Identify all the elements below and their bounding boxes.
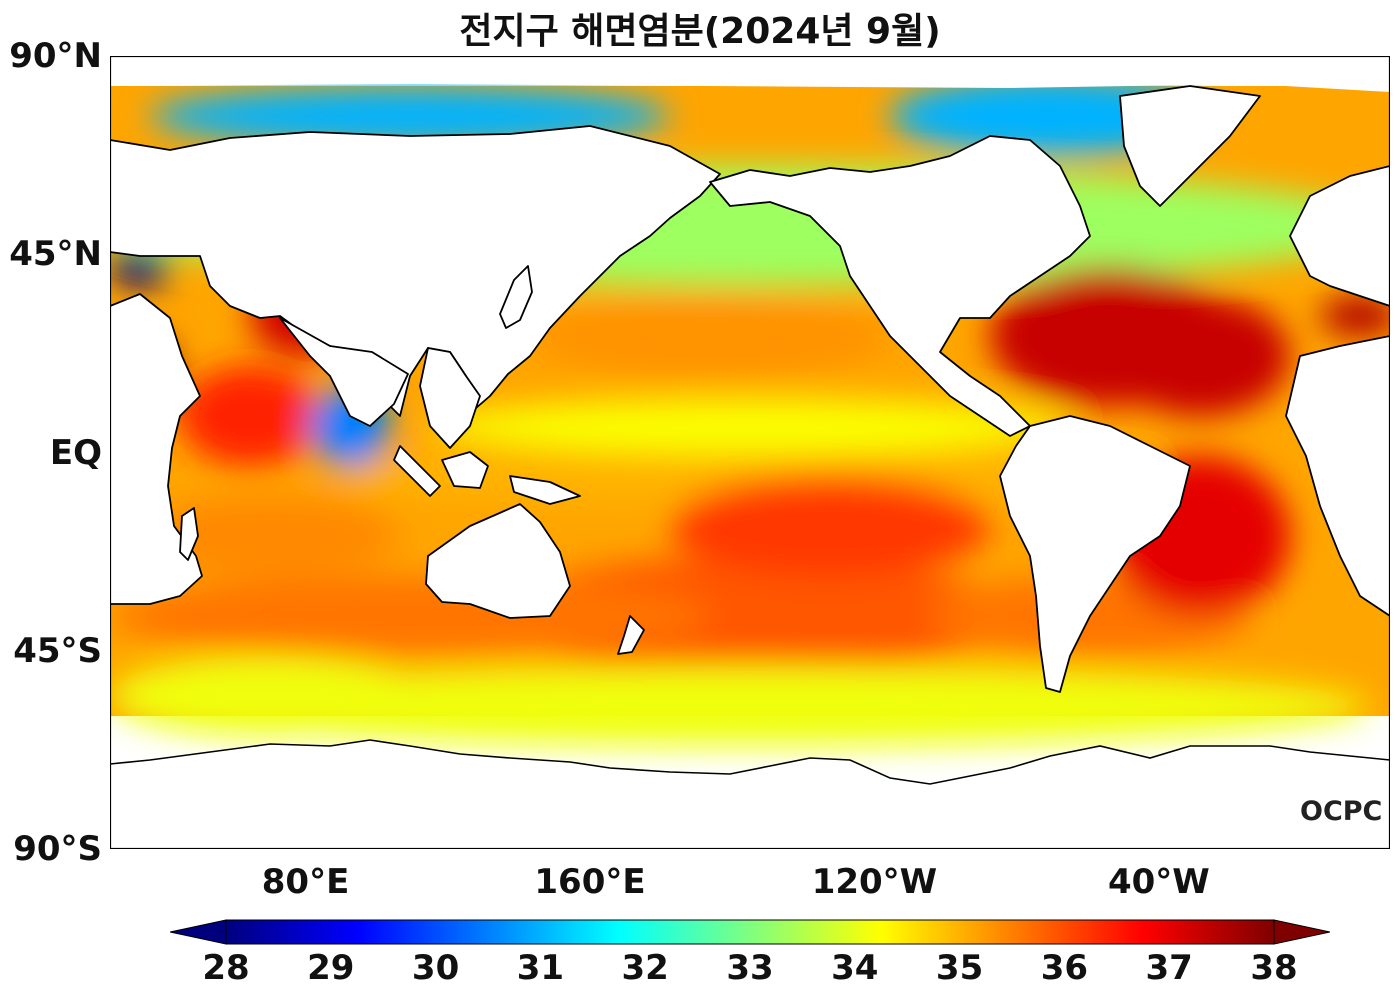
salinity-region (530, 296, 890, 376)
ocpc-logo: OCPC (1300, 796, 1383, 827)
salinity-region (1320, 296, 1390, 336)
iberia-africa-east (1285, 335, 1390, 617)
arctic-cap (110, 56, 1390, 92)
lat-label: 90°S (13, 829, 102, 869)
sumatra (393, 445, 441, 497)
japan (499, 265, 533, 329)
eurasia (110, 125, 721, 417)
salinity-region (180, 366, 320, 466)
antarctica (110, 739, 1390, 849)
australia (425, 503, 571, 619)
lat-label: 45°S (13, 630, 102, 671)
india (279, 317, 409, 427)
lon-label: 160°E (534, 862, 646, 902)
colorbar-tick-label: 38 (1250, 948, 1298, 988)
colorbar-extend-low (170, 919, 227, 945)
colorbar-tick-label: 34 (831, 948, 879, 988)
salinity-region (110, 656, 430, 736)
colorbar-tick-label: 31 (516, 948, 565, 988)
colorbar-tick-label: 37 (1145, 948, 1193, 988)
map-frame (110, 56, 1390, 849)
colorbar-tick-label: 33 (726, 948, 774, 988)
colorbar-gradient (225, 919, 1275, 945)
new-guinea (509, 475, 581, 505)
lon-label: 40°W (1107, 862, 1210, 902)
colorbar (170, 919, 1330, 945)
colorbar-tick-label: 30 (411, 948, 460, 988)
colorbar-tick-label: 32 (621, 948, 669, 988)
indochina (419, 347, 481, 449)
scandinavia (1289, 165, 1390, 307)
salinity-map (110, 56, 1390, 849)
colorbar-tick-label: 29 (307, 948, 355, 988)
new-zealand (617, 615, 645, 655)
salinity-region (1110, 296, 1290, 416)
map-title: 전지구 해면염분(2024년 9월) (459, 11, 941, 52)
lon-label: 120°W (811, 862, 938, 902)
colorbar-tick-label: 36 (1040, 948, 1089, 988)
colorbar-extend-high (1273, 919, 1330, 945)
lat-label: 45°N (9, 234, 102, 275)
greenland (1119, 85, 1261, 207)
madagascar (179, 507, 199, 561)
salinity-region (670, 476, 990, 576)
salinity-background-band (110, 576, 710, 656)
north-america (709, 135, 1091, 437)
lat-label: EQ (49, 432, 102, 473)
lon-label: 80°E (261, 862, 350, 902)
colorbar-tick-label: 35 (935, 948, 984, 988)
salinity-region (430, 398, 1070, 454)
borneo (441, 451, 489, 489)
south-america (999, 415, 1191, 693)
africa (110, 293, 203, 605)
salinity-region (140, 496, 400, 576)
lat-label: 90°N (9, 36, 102, 76)
colorbar-tick-label: 28 (202, 948, 250, 988)
